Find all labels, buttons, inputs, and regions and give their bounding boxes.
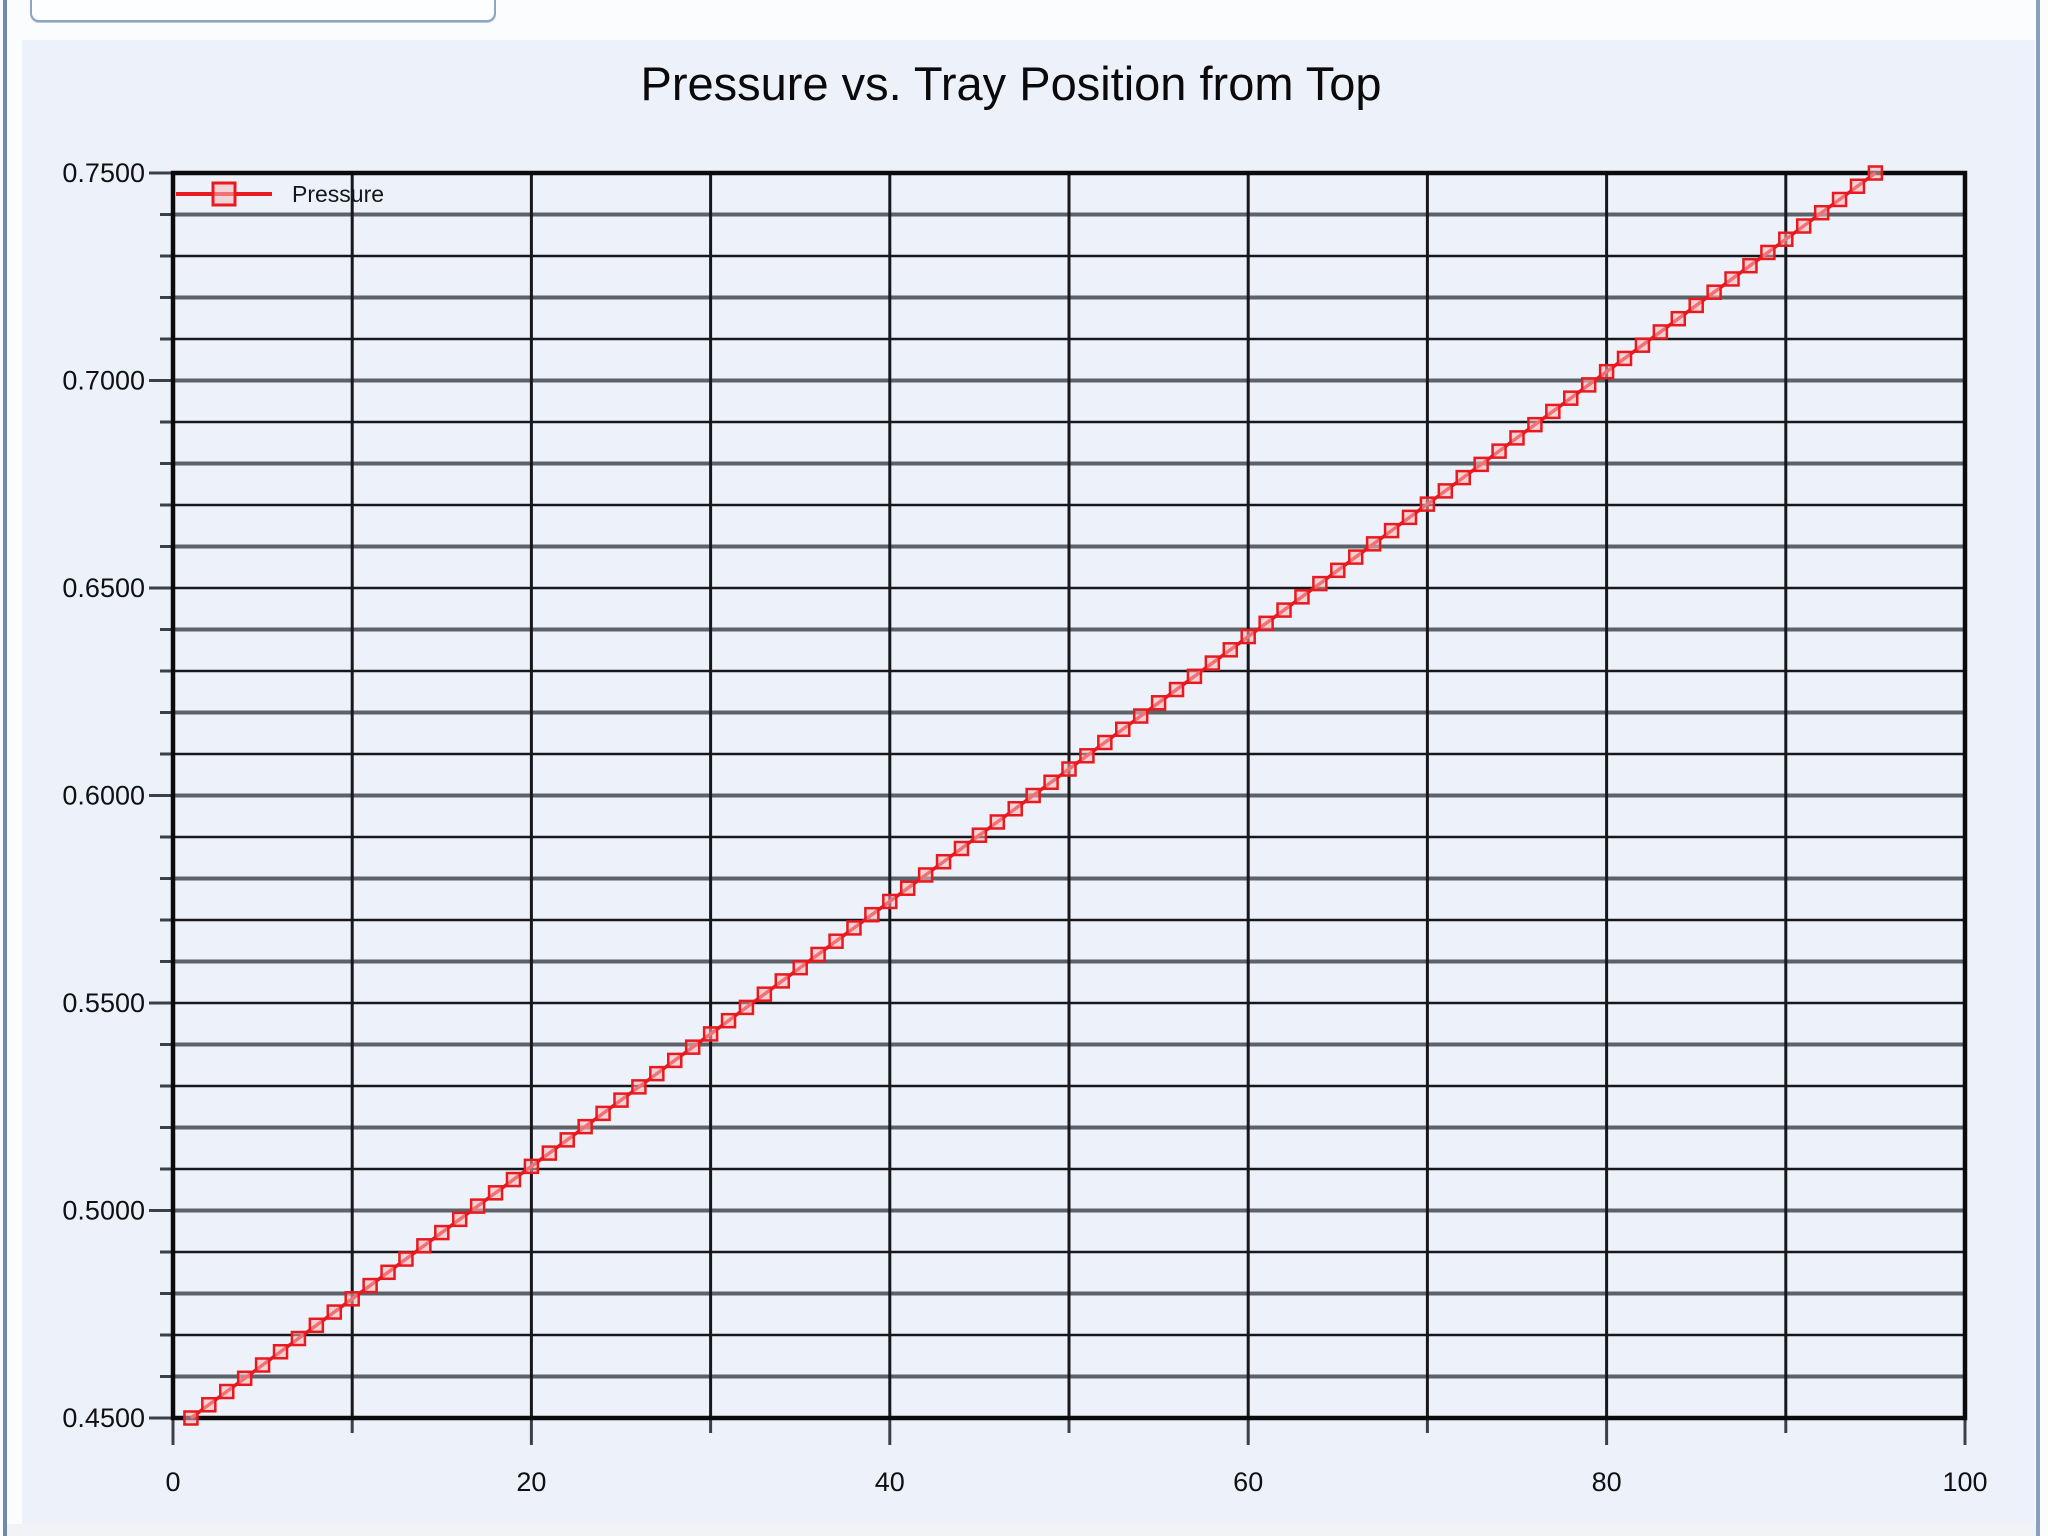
chart-title: Pressure vs. Tray Position from Top: [640, 57, 1382, 110]
legend-series-label: Pressure: [292, 180, 385, 207]
legend-series-marker-icon: [176, 179, 276, 209]
chart-panel: [22, 40, 2035, 1524]
window-border-right: [2036, 0, 2040, 1536]
top-tab[interactable]: [30, 0, 496, 22]
legend: Pressure: [176, 177, 384, 211]
window-border-left: [3, 0, 7, 1536]
window-bottom-strip: [7, 1524, 2036, 1536]
